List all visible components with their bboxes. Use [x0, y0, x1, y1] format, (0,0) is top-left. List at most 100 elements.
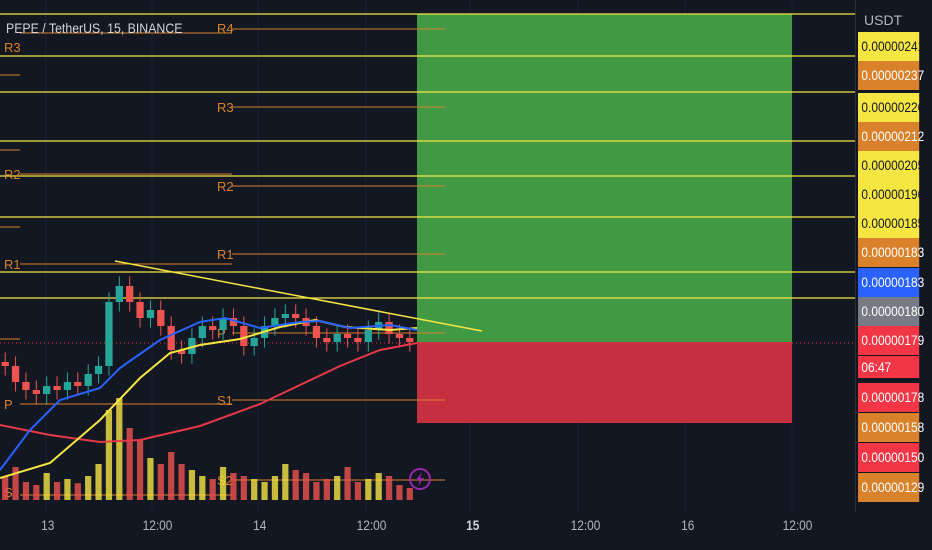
pivot-label: R2 [217, 179, 234, 194]
candle [188, 338, 196, 354]
volume-bar [53, 482, 61, 500]
candle [229, 318, 238, 326]
volume-bar [147, 458, 154, 500]
profit-target-zone[interactable] [417, 14, 792, 342]
pivot-label: R2 [4, 167, 21, 182]
volume-bar [178, 464, 185, 500]
time-label: 13 [41, 517, 55, 533]
candle [395, 334, 404, 338]
pivot-label: S [4, 485, 13, 500]
candle [323, 338, 331, 342]
price-label: 0.00000226 [858, 93, 924, 122]
candle [53, 386, 61, 390]
candle [126, 286, 134, 302]
volume-bar [385, 476, 393, 500]
volume-bar [230, 473, 237, 500]
volume-bar [396, 485, 403, 500]
horizontal-levels[interactable] [0, 13, 855, 299]
volume-bar [126, 428, 133, 500]
candle [136, 302, 144, 318]
volume-bar [313, 482, 320, 500]
candle [157, 310, 165, 326]
price-label: 0.00000179 [858, 326, 924, 355]
candle [406, 338, 414, 342]
price-label: 0.00000205 [858, 151, 924, 180]
volume-bar [157, 464, 164, 500]
volume-bar [12, 467, 19, 500]
volume-bar [43, 473, 50, 500]
symbol-title[interactable]: PEPE / TetherUS, 15, BINANCE [6, 20, 183, 36]
candle [84, 374, 92, 386]
pivot-label: R3 [217, 100, 234, 115]
price-label: 0.00000212 [858, 122, 924, 151]
candle [22, 382, 30, 390]
currency-label: USDT [864, 12, 903, 28]
volume-bar [168, 452, 175, 500]
price-label: 0.00000237 [858, 61, 924, 90]
time-label: 15 [466, 517, 480, 533]
volume-bar [344, 467, 351, 500]
candle [354, 338, 362, 342]
price-label: 0.00000180 [858, 297, 924, 326]
candle [32, 390, 40, 394]
candle [281, 314, 289, 318]
price-label: 0.00000185 [858, 209, 924, 238]
volume-bar [406, 488, 413, 500]
volume-bar [209, 479, 216, 500]
time-label: 14 [253, 517, 267, 533]
pivot-label: R1 [4, 257, 21, 272]
time-label: 12:00 [782, 517, 813, 533]
volume-bar [354, 482, 362, 500]
candle [115, 286, 123, 302]
time-label: 12:00 [356, 517, 387, 533]
time-label: 16 [681, 517, 695, 533]
price-label: 06:47 [858, 356, 920, 378]
candle [312, 326, 321, 338]
pivot-label: R4 [217, 21, 234, 36]
volume-bar [271, 476, 279, 500]
candle [333, 334, 341, 342]
price-label: 0.00000183 [858, 238, 924, 267]
volume-bar [251, 479, 258, 500]
volume-bar [105, 410, 113, 500]
volume-bar [188, 470, 196, 500]
volume-bar [199, 476, 206, 500]
trendline[interactable] [114, 260, 483, 332]
pivot-lines [0, 28, 445, 496]
candle [94, 366, 103, 374]
volume-bar [261, 482, 268, 500]
volume-bar [74, 483, 81, 500]
volume-bar [64, 479, 71, 500]
candle [292, 314, 300, 318]
volume-bar [365, 479, 372, 500]
volume-bar [282, 464, 289, 500]
candle [11, 366, 20, 382]
volume-bar [240, 476, 247, 500]
lightning-icon[interactable] [409, 468, 431, 490]
volume-bar [334, 476, 341, 500]
volume-bar [136, 440, 144, 500]
price-label: 0.00000241 [858, 32, 924, 61]
candle [385, 322, 393, 334]
price-chart[interactable]: R3R2R1PSR4R3R2R1PS1S2 [0, 0, 855, 512]
candle [198, 326, 206, 338]
volume-bar [22, 482, 30, 500]
candle [74, 382, 82, 386]
stop-loss-zone[interactable] [417, 342, 792, 423]
candle [219, 318, 227, 330]
volume-bar [323, 479, 330, 500]
volume-bar [302, 473, 310, 500]
ma-blue [0, 316, 418, 471]
price-label: 0.00000150 [858, 443, 924, 472]
candle [209, 326, 217, 330]
pivot-label: P [4, 397, 13, 412]
time-label: 12:00 [142, 517, 173, 533]
candle [177, 350, 186, 354]
time-label: 12:00 [570, 517, 601, 533]
candle [146, 310, 155, 318]
price-label: 0.00000158 [858, 413, 924, 442]
price-label: 0.00000129 [858, 473, 924, 502]
price-axis[interactable]: USDT 0.00000241 0.00000237 0.00000226 0.000… [855, 0, 932, 512]
volume-bar [95, 464, 102, 500]
volume-bar [2, 476, 9, 500]
